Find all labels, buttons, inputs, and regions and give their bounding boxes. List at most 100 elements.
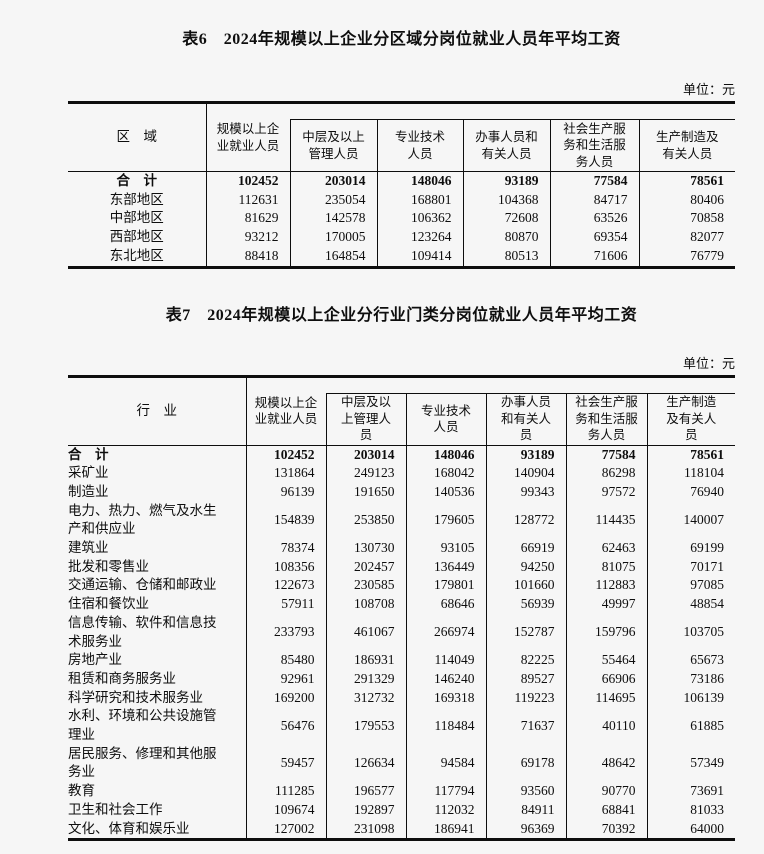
value-cell: 82225 (485, 651, 566, 670)
value-cell: 119223 (485, 688, 566, 708)
table-row: 中部地区 81629 142578 106362 72608 63526 70858 (68, 209, 735, 229)
table-row: 电力、热力、燃气及水生 产和供应业 154839 253850 179605 12877… (68, 501, 735, 540)
table6-region-header: 区 域 (68, 102, 207, 172)
value-cell: 68841 (565, 800, 647, 820)
table6-header-strip-row: 区 域 规模以上企 业就业人员 (68, 102, 735, 172)
value-cell: 77584 (549, 171, 639, 191)
value-cell: 131864 (245, 464, 326, 483)
table7-unit-label: 单位：元 (682, 355, 735, 371)
value-cell: 140536 (405, 482, 486, 502)
value-cell: 69199 (646, 539, 735, 558)
table-row: 西部地区 93212 170005 123264 80870 69354 82077 (68, 228, 735, 247)
table7-title: 表7 2024年规模以上企业分行业门类分岗位就业人员年平均工资 (165, 306, 638, 324)
value-cell: 94250 (485, 557, 566, 577)
value-cell: 123264 (376, 228, 463, 247)
table6-title: 表6 2024年规模以上企业分区域分岗位就业人员年平均工资 (182, 31, 621, 48)
value-cell: 122673 (245, 576, 326, 596)
value-cell: 253850 (325, 501, 406, 540)
value-cell: 179553 (325, 707, 406, 745)
table6-col-technical: 专业技术 人员 (376, 119, 463, 172)
row-label: 合 计 (68, 446, 109, 462)
value-cell: 93105 (405, 539, 486, 558)
value-cell: 168042 (405, 464, 486, 483)
table6-subheader-row: 中层及以上 管理人员 专业技术 人员 办事人员和 有关人员 社会生产服 务和生活… (68, 119, 735, 172)
value-cell: 140904 (485, 464, 566, 483)
table6-col-clerical: 办事人员和 有关人员 (462, 119, 550, 172)
value-cell: 55464 (565, 651, 647, 670)
table7-header: 行 业 规模以上企 业就业人员 中层及以 上管理人 员 专业技术 人员 办事人员… (68, 376, 735, 446)
table7-wage-by-industry: 行 业 规模以上企 业就业人员 中层及以 上管理人 员 专业技术 人员 办事人员… (68, 374, 735, 842)
table7-col-all-employees: 规模以上企 业就业人员 (246, 376, 326, 446)
value-cell: 66906 (565, 669, 647, 689)
table-row: 信息传输、软件和信息技 术服务业 233793 461067 266974 152787… (68, 613, 735, 652)
table-row: 交通运输、仓储和邮政业 122673 230585 179801 101660 11288… (68, 576, 735, 596)
table7-col-managers: 中层及以 上管理人 员 (325, 393, 406, 446)
value-cell: 76779 (638, 246, 735, 268)
value-cell: 66919 (485, 539, 566, 558)
row-label: 房地产业 (68, 652, 122, 668)
value-cell: 93560 (485, 782, 566, 801)
value-cell: 93212 (205, 228, 290, 247)
value-cell: 117794 (405, 782, 486, 801)
value-cell: 154839 (245, 501, 326, 540)
value-cell: 78374 (245, 539, 326, 558)
value-cell: 73691 (646, 782, 735, 801)
table-row: 采矿业 131864 249123 168042 140904 86298 118104 (68, 464, 735, 483)
value-cell: 57911 (245, 595, 326, 614)
value-cell: 203014 (325, 445, 406, 465)
row-label: 批发和零售业 (68, 558, 149, 574)
table6-body: 合 计 102452 203014 148046 93189 77584 78561 东部地区… (68, 171, 735, 268)
value-cell: 136449 (405, 557, 486, 577)
value-cell: 70858 (638, 209, 735, 229)
value-cell: 128772 (485, 501, 566, 540)
value-cell: 70392 (565, 819, 647, 840)
table-row: 文化、体育和娱乐业 127002 231098 186941 96369 70392 640… (68, 819, 735, 840)
value-cell: 71606 (549, 246, 639, 268)
row-label: 建筑业 (68, 540, 109, 556)
value-cell: 168801 (376, 190, 463, 210)
row-label: 教育 (68, 783, 95, 799)
value-cell: 106362 (376, 209, 463, 229)
value-cell: 68646 (405, 595, 486, 614)
table7-industry-header: 行 业 (68, 376, 247, 446)
value-cell: 99343 (485, 482, 566, 502)
value-cell: 101660 (485, 576, 566, 596)
value-cell: 112631 (205, 190, 290, 210)
table-row: 东北地区 88418 164854 109414 80513 71606 76779 (68, 246, 735, 268)
value-cell: 112032 (405, 800, 486, 820)
value-cell: 118484 (405, 707, 486, 745)
page-content: 表6 2024年规模以上企业分区域分岗位就业人员年平均工资 单位：元 区 域 规… (68, 0, 735, 842)
table-row: 卫生和社会工作 109674 192897 112032 84911 68841 81033 (68, 800, 735, 820)
value-cell: 148046 (405, 445, 486, 465)
value-cell: 61885 (646, 707, 735, 745)
value-cell: 235054 (289, 190, 377, 210)
row-label: 东部地区 (109, 191, 164, 207)
value-cell: 169318 (405, 688, 486, 708)
value-cell: 103705 (646, 613, 735, 652)
table7-body: 合 计 102452 203014 148046 93189 77584 78561 采矿业 1… (68, 445, 735, 840)
value-cell: 94584 (405, 744, 486, 783)
value-cell: 146240 (405, 669, 486, 689)
table-row: 批发和零售业 108356 202457 136449 94250 81075 70171 (68, 557, 735, 577)
row-label: 电力、热力、燃气及水生 产和供应业 (68, 502, 217, 537)
value-cell: 88418 (205, 246, 290, 268)
value-cell: 191650 (325, 482, 406, 502)
value-cell: 81033 (646, 800, 735, 820)
value-cell: 140007 (646, 501, 735, 540)
table-row: 住宿和餐饮业 57911 108708 68646 56939 49997 48854 (68, 595, 735, 614)
value-cell: 85480 (245, 651, 326, 670)
value-cell: 186931 (325, 651, 406, 670)
value-cell: 49997 (565, 595, 647, 614)
row-label: 居民服务、修理和其他服 务业 (68, 745, 217, 780)
value-cell: 69354 (549, 228, 639, 247)
value-cell: 96369 (485, 819, 566, 840)
value-cell: 77584 (565, 445, 647, 465)
value-cell: 106139 (646, 688, 735, 708)
table-row: 东部地区 112631 235054 168801 104368 84717 80406 (68, 190, 735, 210)
value-cell: 71637 (485, 707, 566, 745)
value-cell: 81629 (205, 209, 290, 229)
value-cell: 97085 (646, 576, 735, 596)
value-cell: 93189 (462, 171, 550, 191)
value-cell: 80513 (462, 246, 550, 268)
value-cell: 126634 (325, 744, 406, 783)
